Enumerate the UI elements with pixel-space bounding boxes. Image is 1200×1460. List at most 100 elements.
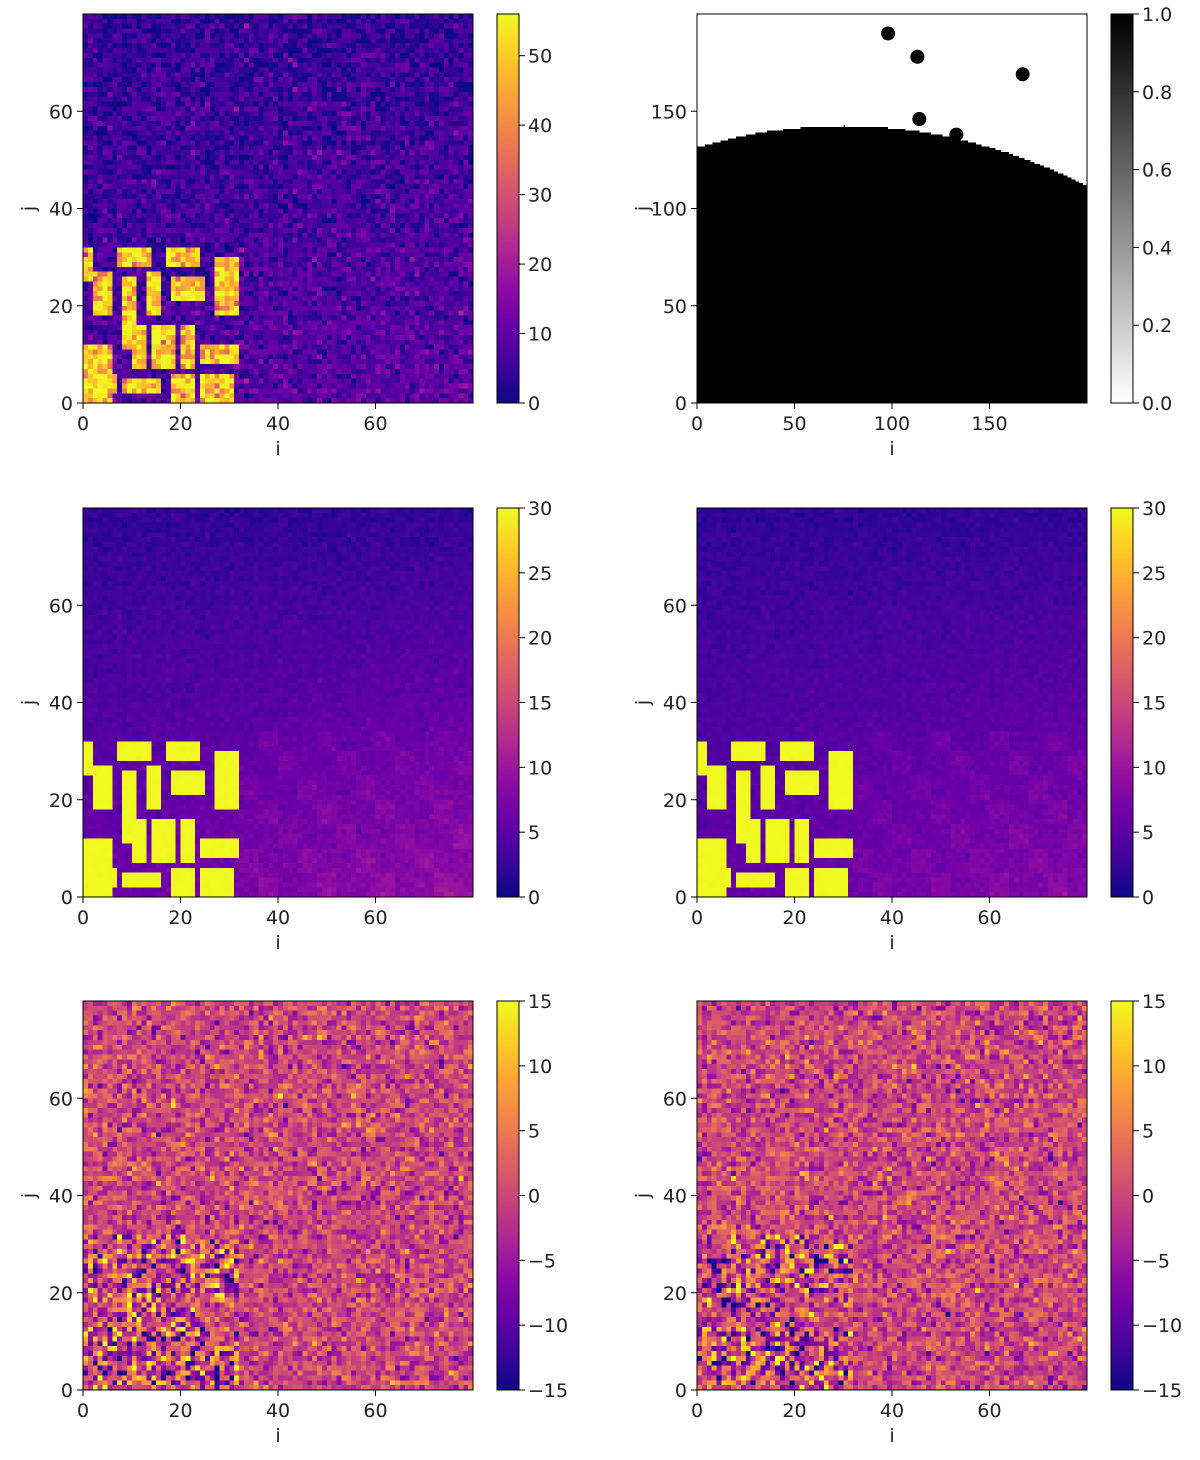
colorbar-tick-label: 0.4 [1142, 237, 1172, 259]
colorbar-tick-label: 0 [1142, 887, 1154, 909]
colorbar-tick-label: 0 [528, 887, 540, 909]
x-tick-label: 0 [691, 907, 703, 929]
x-tick-label: 20 [782, 1400, 806, 1422]
subplot-4: 0 20 40 60 0 20 40 60 i j 0 5 10 15 20 25 30 [632, 498, 1166, 954]
heatmap-image [83, 1001, 473, 1390]
colorbar-tick-label: 10 [528, 757, 552, 779]
data-point [1015, 67, 1030, 82]
colorbar-tick-label: 15 [1142, 991, 1166, 1013]
colorbar-tick-label: 5 [1142, 822, 1154, 844]
x-tick-label: 50 [782, 413, 806, 435]
y-tick-label: 100 [651, 199, 687, 221]
y-tick-label: 50 [663, 296, 687, 318]
colorbar-tick-label: 5 [528, 1121, 540, 1143]
colorbar: 0 5 10 15 20 25 30 [496, 498, 552, 909]
x-tick-label: 20 [168, 413, 192, 435]
colorbar-tick-label: 0 [528, 393, 540, 415]
colorbar-tick-label: −15 [528, 1380, 568, 1402]
colorbar: −15 −10 −5 0 5 10 15 [496, 991, 568, 1402]
colorbar: 0 10 20 30 40 50 [496, 13, 552, 415]
x-axis-label: i [889, 1425, 894, 1447]
x-axis-label: i [275, 438, 280, 460]
colorbar-tick-label: 0.6 [1142, 160, 1172, 182]
colorbar-tick-label: 10 [1142, 1056, 1166, 1078]
subplot-2: 0 50 100 150 0 50 100 150 i j 0.0 0.2 0.4 0.6 0.8 1.0 [632, 4, 1172, 460]
x-tick-label: 60 [977, 1400, 1001, 1422]
x-tick-label: 40 [880, 1400, 904, 1422]
colorbar: −15 −10 −5 0 5 10 15 [1110, 991, 1182, 1402]
y-tick-label: 20 [49, 790, 73, 812]
colorbar-tick-label: −10 [1142, 1315, 1182, 1337]
colorbar-tick-label: −5 [528, 1250, 556, 1272]
x-axis-label: i [275, 1425, 280, 1447]
subplot-6: 0 20 40 60 0 20 40 60 i j −15 −10 −5 0 5 10 15 [632, 991, 1182, 1447]
colorbar-frame [1110, 13, 1134, 404]
colorbar-tick-label: 30 [528, 498, 552, 520]
colorbar-tick-label: 5 [528, 822, 540, 844]
y-tick-label: 60 [663, 1088, 687, 1110]
data-point [949, 127, 964, 142]
x-axis-label: i [275, 932, 280, 954]
y-tick-label: 20 [663, 1283, 687, 1305]
y-tick-label: 60 [49, 595, 73, 617]
x-tick-label: 0 [691, 1400, 703, 1422]
colorbar-tick-label: 15 [528, 991, 552, 1013]
y-tick-label: 150 [651, 101, 687, 123]
subplot-5: 0 20 40 60 0 20 40 60 i j −15 −10 −5 0 5 10 15 [18, 991, 568, 1447]
heatmap-image [83, 508, 473, 897]
y-tick-label: 20 [49, 296, 73, 318]
y-tick-label: 0 [675, 1380, 687, 1402]
colorbar-frame [496, 13, 520, 404]
colorbar-tick-label: −15 [1142, 1380, 1182, 1402]
colorbar-tick-label: 0.2 [1142, 315, 1172, 337]
y-tick-label: 40 [49, 199, 73, 221]
colorbar-tick-label: −5 [1142, 1250, 1170, 1272]
x-tick-label: 100 [874, 413, 910, 435]
colorbar-tick-label: 20 [1142, 628, 1166, 650]
x-tick-label: 60 [977, 907, 1001, 929]
y-tick-label: 0 [675, 887, 687, 909]
colorbar-tick-label: 20 [528, 628, 552, 650]
y-tick-label: 20 [663, 790, 687, 812]
x-tick-label: 60 [363, 413, 387, 435]
colorbar-tick-label: 10 [528, 1056, 552, 1078]
colorbar-tick-label: 30 [528, 185, 552, 207]
y-axis-label: j [18, 700, 40, 706]
y-tick-label: 40 [663, 693, 687, 715]
y-tick-label: 40 [49, 1186, 73, 1208]
y-tick-label: 40 [49, 693, 73, 715]
colorbar-tick-label: 0.0 [1142, 393, 1172, 415]
heatmap-image [83, 14, 473, 403]
y-axis-label: j [18, 1193, 40, 1199]
colorbar-gradient [497, 1001, 519, 1390]
x-tick-label: 0 [77, 1400, 89, 1422]
y-tick-label: 60 [49, 1088, 73, 1110]
colorbar-tick-label: 25 [528, 563, 552, 585]
y-axis-label: j [18, 206, 40, 212]
x-tick-label: 20 [168, 1400, 192, 1422]
y-axis-label: j [632, 1193, 654, 1199]
x-tick-label: 40 [266, 413, 290, 435]
heatmap-image [697, 508, 1087, 897]
x-tick-label: 20 [782, 907, 806, 929]
y-axis-label: j [632, 206, 654, 212]
colorbar-tick-label: 15 [1142, 693, 1166, 715]
colorbar: 0.0 0.2 0.4 0.6 0.8 1.0 [1110, 4, 1172, 415]
colorbar-tick-label: −10 [528, 1315, 568, 1337]
x-tick-label: 40 [880, 907, 904, 929]
x-tick-label: 20 [168, 907, 192, 929]
y-tick-label: 60 [663, 595, 687, 617]
colorbar-tick-label: 1.0 [1142, 4, 1172, 26]
y-tick-label: 20 [49, 1283, 73, 1305]
y-axis-label: j [632, 700, 654, 706]
colorbar: 0 5 10 15 20 25 30 [1110, 498, 1166, 909]
x-tick-label: 0 [77, 907, 89, 929]
data-point [912, 112, 927, 127]
heatmap-image [697, 1001, 1087, 1390]
colorbar-gradient [1111, 14, 1133, 403]
colorbar-tick-label: 30 [1142, 498, 1166, 520]
y-tick-label: 0 [675, 393, 687, 415]
colorbar-tick-label: 25 [1142, 563, 1166, 585]
data-point [881, 26, 896, 41]
